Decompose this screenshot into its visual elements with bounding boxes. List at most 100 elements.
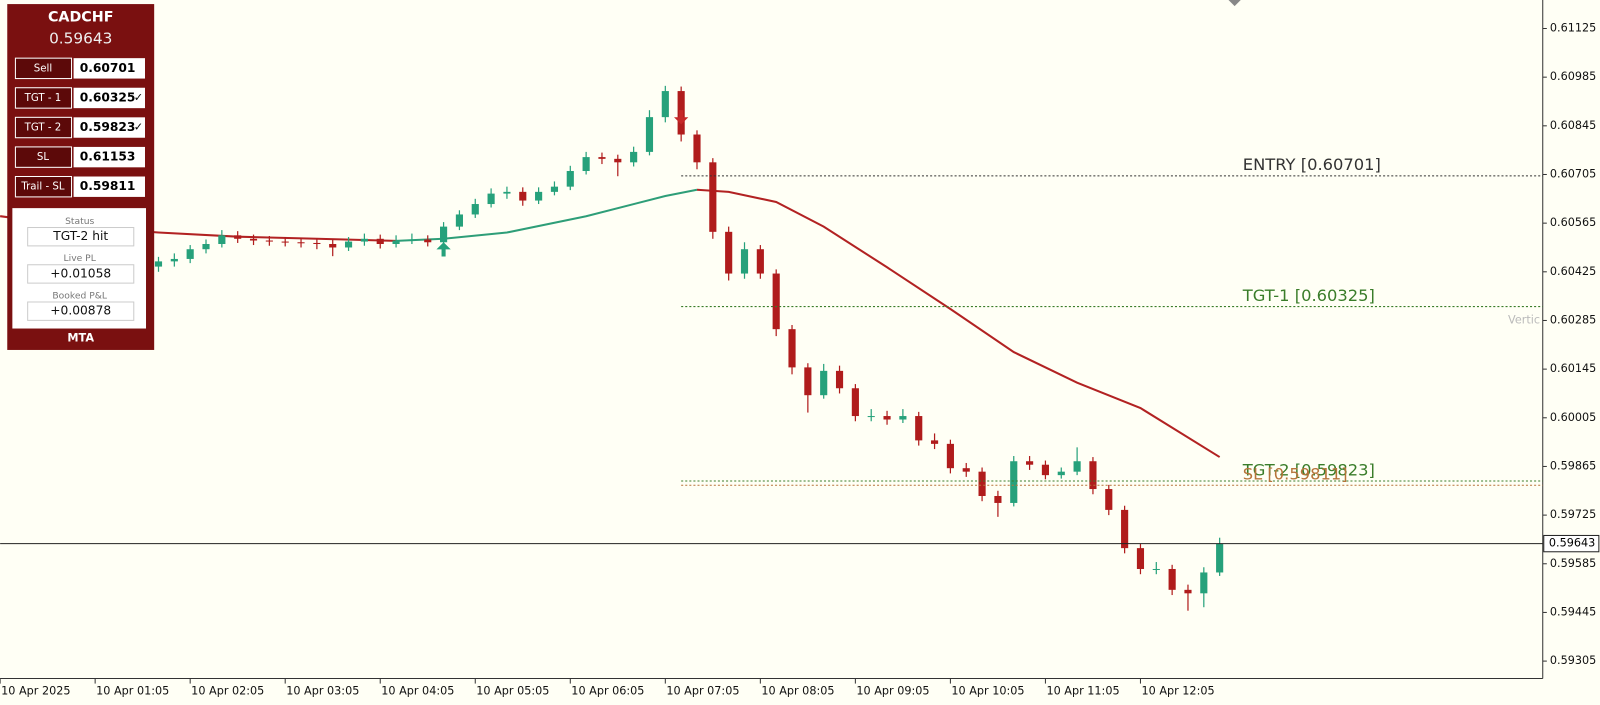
row-check: ✓ <box>134 91 143 104</box>
candle-body <box>1089 461 1097 490</box>
current-price-box <box>1543 534 1600 553</box>
candle-body <box>170 258 178 262</box>
candle-body <box>1121 509 1129 549</box>
candle-body <box>1010 461 1018 503</box>
candle-body <box>915 416 923 441</box>
candle-body <box>313 242 321 245</box>
candle-body <box>1136 548 1145 569</box>
candle-body <box>804 367 812 396</box>
level-label: SL [0.59811] <box>1243 465 1348 484</box>
candle-body <box>503 191 511 194</box>
level-label: ENTRY [0.60701] <box>1243 155 1381 174</box>
candle-body <box>661 91 669 118</box>
y-tick-label: 0.61125 <box>1550 22 1596 35</box>
candle-body <box>614 158 622 163</box>
level-label: TGT-2 [0.59823] <box>1242 460 1375 479</box>
signal-arrow <box>674 110 689 125</box>
candle-body <box>946 443 954 469</box>
x-tick-label: 10 Apr 05:05 <box>476 685 549 698</box>
candle-body <box>709 162 717 232</box>
row-label-box <box>14 87 73 109</box>
candle-body <box>1041 464 1050 476</box>
y-tick-label: 0.60985 <box>1550 70 1596 83</box>
y-tick-label: 0.60005 <box>1550 411 1596 424</box>
candle-body <box>772 273 780 330</box>
candle-body <box>455 214 463 227</box>
row-value-box <box>73 58 145 79</box>
row-value: 0.59811 <box>80 179 136 193</box>
candle-body <box>1216 543 1224 573</box>
candle-body <box>1152 568 1160 571</box>
x-tick-label: 10 Apr 2025 <box>1 685 70 698</box>
x-tick-label: 10 Apr 06:05 <box>571 685 644 698</box>
moving-average <box>396 188 698 242</box>
candle-body <box>994 495 1002 503</box>
row-label: SL <box>37 152 49 163</box>
candle-body <box>550 186 559 192</box>
row-value-box <box>73 87 145 109</box>
x-tick-label: 10 Apr 12:05 <box>1141 685 1214 698</box>
candle-body <box>851 388 859 417</box>
x-tick-label: 10 Apr 03:05 <box>286 685 359 698</box>
x-tick-label: 10 Apr 01:05 <box>96 685 169 698</box>
row-value: 0.60325 <box>80 90 136 104</box>
candle-body <box>1168 568 1176 590</box>
candle-body <box>883 416 891 420</box>
row-label-box <box>14 146 73 168</box>
stat-value: +0.01058 <box>50 266 111 280</box>
level-label: TGT-1 [0.60325] <box>1242 286 1375 305</box>
candle-body <box>630 151 638 163</box>
stat-label: Status <box>65 216 94 227</box>
row-value-box <box>73 176 145 197</box>
candle-body <box>360 238 368 242</box>
x-tick-label: 10 Apr 11:05 <box>1046 685 1119 698</box>
candle-body <box>471 204 479 215</box>
x-tick-label: 10 Apr 09:05 <box>856 685 929 698</box>
y-tick-label: 0.60845 <box>1550 119 1596 132</box>
y-tick-label: 0.59865 <box>1550 459 1596 472</box>
candle-body <box>297 242 305 244</box>
x-tick-label: 10 Apr 04:05 <box>381 685 454 698</box>
y-tick-label: 0.60425 <box>1550 265 1596 278</box>
candle-body <box>392 240 400 245</box>
candle-body <box>440 226 448 243</box>
candle-body <box>598 157 606 159</box>
candle-body <box>1200 572 1208 594</box>
candle-body <box>281 241 289 243</box>
candle-body <box>1184 589 1192 594</box>
candle-body <box>820 370 828 396</box>
candle-body <box>519 191 527 201</box>
candle-body <box>899 416 907 420</box>
candle-body <box>154 261 163 267</box>
candle-body <box>725 231 733 274</box>
y-tick-label: 0.59585 <box>1550 557 1596 570</box>
candle-body <box>329 244 337 248</box>
row-value: 0.61153 <box>80 150 136 164</box>
candle-body <box>582 157 590 172</box>
row-label-box <box>14 57 73 80</box>
candle-body <box>566 171 574 187</box>
candle-body <box>756 249 764 274</box>
y-tick-label: 0.60285 <box>1550 313 1596 326</box>
candle-body <box>376 238 384 245</box>
candle-body <box>186 249 194 259</box>
candle-body <box>218 235 226 245</box>
annotation: Vertic <box>1508 313 1540 326</box>
stat-value-box <box>27 264 135 284</box>
x-tick-label: 10 Apr 10:05 <box>951 685 1024 698</box>
candle-body <box>1057 471 1065 476</box>
row-value-box <box>73 146 145 168</box>
row-label: Sell <box>34 63 52 74</box>
candle-body <box>693 134 701 163</box>
stat-value-box <box>27 227 135 247</box>
x-tick-label: 10 Apr 07:05 <box>666 685 739 698</box>
candle-body <box>1073 461 1081 472</box>
row-value: 0.59823 <box>80 120 136 134</box>
y-tick-label: 0.60145 <box>1550 362 1596 375</box>
row-check: ✓ <box>134 121 143 134</box>
stat-value: +0.00878 <box>50 304 111 318</box>
y-tick-label: 0.59305 <box>1550 654 1596 667</box>
